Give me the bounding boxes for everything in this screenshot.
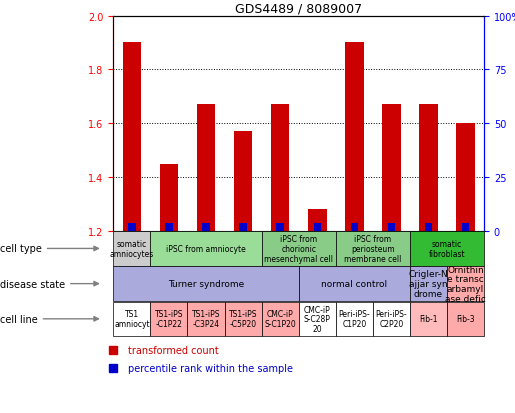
Bar: [271, 105, 289, 231]
Bar: [419, 105, 438, 231]
Text: somatic
fibroblast: somatic fibroblast: [428, 240, 466, 258]
Bar: [225, 302, 262, 336]
Bar: [373, 302, 410, 336]
Bar: [308, 210, 327, 231]
Bar: [345, 43, 364, 231]
Text: cell line: cell line: [0, 314, 98, 324]
Bar: [410, 232, 484, 266]
Text: normal control: normal control: [321, 280, 387, 288]
Bar: [165, 223, 173, 231]
Bar: [456, 124, 475, 231]
Text: TS1
amniocyt: TS1 amniocyt: [114, 310, 150, 328]
Bar: [425, 223, 432, 231]
Bar: [277, 223, 284, 231]
Bar: [351, 223, 358, 231]
Text: Peri-iPS-
C2P20: Peri-iPS- C2P20: [375, 310, 407, 328]
Bar: [447, 302, 484, 336]
Text: iPSC from amniocyte: iPSC from amniocyte: [166, 244, 246, 253]
Bar: [336, 302, 373, 336]
Bar: [462, 223, 469, 231]
Text: Fib-3: Fib-3: [456, 315, 475, 323]
Bar: [113, 232, 150, 266]
Text: Crigler-N
ajjar syn
drome: Crigler-N ajjar syn drome: [408, 270, 449, 298]
Text: TS1-iPS
-C3P24: TS1-iPS -C3P24: [192, 310, 220, 328]
Bar: [410, 302, 447, 336]
Bar: [299, 302, 336, 336]
Bar: [202, 223, 210, 231]
Text: Peri-iPS-
C1P20: Peri-iPS- C1P20: [338, 310, 370, 328]
Text: CMC-iP
S-C1P20: CMC-iP S-C1P20: [264, 310, 296, 328]
Bar: [128, 223, 135, 231]
Text: CMC-iP
S-C28P
20: CMC-iP S-C28P 20: [304, 305, 331, 333]
Text: Fib-1: Fib-1: [419, 315, 438, 323]
Bar: [234, 132, 252, 231]
Text: transformed count: transformed count: [128, 345, 219, 355]
Text: Turner syndrome: Turner syndrome: [168, 280, 244, 288]
Bar: [262, 302, 299, 336]
Bar: [410, 267, 447, 301]
Text: Ornithin
e transc
arbamyl
ase defic: Ornithin e transc arbamyl ase defic: [445, 265, 486, 303]
Bar: [388, 223, 395, 231]
Text: TS1-iPS
-C5P20: TS1-iPS -C5P20: [229, 310, 258, 328]
Title: GDS4489 / 8089007: GDS4489 / 8089007: [235, 2, 362, 15]
Text: somatic
amniocytes: somatic amniocytes: [110, 240, 154, 258]
Bar: [123, 43, 141, 231]
Bar: [113, 302, 150, 336]
Text: cell type: cell type: [0, 244, 98, 254]
Bar: [187, 302, 225, 336]
Bar: [113, 267, 299, 301]
Bar: [382, 105, 401, 231]
Bar: [150, 232, 262, 266]
Bar: [314, 223, 321, 231]
Text: TS1-iPS
-C1P22: TS1-iPS -C1P22: [154, 310, 183, 328]
Text: disease state: disease state: [0, 279, 98, 289]
Bar: [447, 267, 484, 301]
Bar: [262, 232, 336, 266]
Bar: [160, 164, 178, 231]
Bar: [239, 223, 247, 231]
Bar: [150, 302, 187, 336]
Bar: [197, 105, 215, 231]
Text: iPSC from
chorionic
mesenchymal cell: iPSC from chorionic mesenchymal cell: [264, 235, 333, 263]
Bar: [299, 267, 410, 301]
Text: percentile rank within the sample: percentile rank within the sample: [128, 363, 293, 374]
Bar: [336, 232, 410, 266]
Text: iPSC from
periosteum
membrane cell: iPSC from periosteum membrane cell: [344, 235, 402, 263]
